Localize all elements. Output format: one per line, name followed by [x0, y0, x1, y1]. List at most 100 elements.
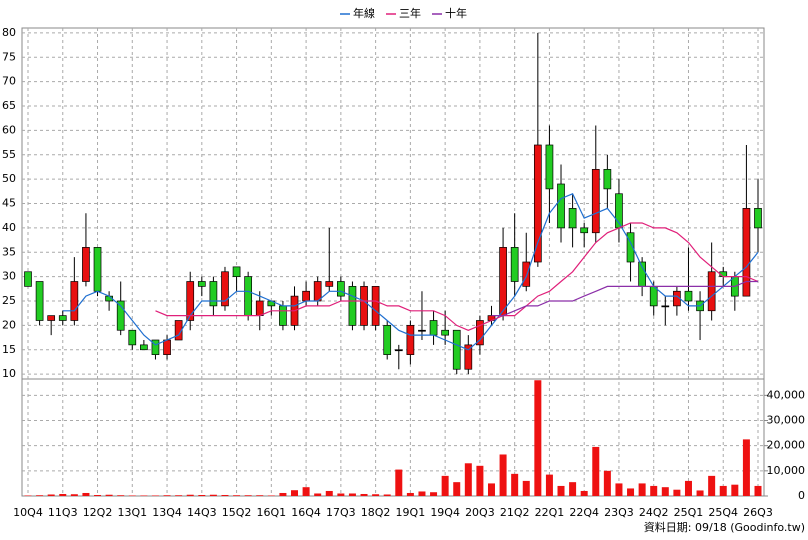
volume-bar: [117, 495, 125, 496]
volume-bar: [592, 446, 600, 496]
candle-body: [591, 169, 600, 234]
y2-tick-label: 40,000: [767, 388, 806, 401]
volume-bar: [337, 493, 345, 496]
volume-bar: [383, 494, 391, 496]
x-tick-label: 25Q4: [708, 506, 738, 519]
candle-body: [557, 183, 565, 229]
volume-bar: [453, 482, 461, 496]
x-tick-label: 25Q1: [674, 506, 704, 519]
y-tick-label: 35: [2, 245, 16, 258]
candle-body: [244, 276, 253, 316]
y-tick-label: 55: [2, 148, 16, 161]
volume-bar: [430, 492, 438, 496]
x-tick-label: 24Q2: [639, 506, 669, 519]
x-tick-label: 22Q1: [535, 506, 565, 519]
volume-bar: [59, 493, 67, 496]
y-tick-label: 65: [2, 99, 16, 112]
candle-body: [522, 261, 531, 287]
volume-bar: [70, 494, 78, 496]
volume-bar: [557, 485, 565, 496]
volume-bar: [325, 490, 333, 496]
candle-body: [302, 290, 310, 302]
volume-bar: [511, 473, 519, 496]
volume-bar: [603, 470, 611, 496]
candle-body: [476, 320, 484, 346]
x-tick-label: 15Q2: [222, 506, 252, 519]
y-tick-label: 45: [2, 197, 16, 210]
volume-bar: [128, 495, 136, 496]
y-tick-label: 15: [2, 343, 16, 356]
candle-body: [313, 281, 322, 302]
volume-bar: [708, 475, 716, 496]
candle-body: [93, 247, 102, 292]
volume-bar: [487, 483, 495, 496]
volume-bar: [580, 490, 588, 496]
ma-line: [62, 193, 759, 351]
x-tick-label: 19Q4: [430, 506, 460, 519]
y2-tick-label: 30,000: [767, 414, 806, 427]
volume-bar: [256, 495, 264, 496]
volume-bar: [673, 489, 681, 496]
legend-label: 年線: [353, 6, 375, 20]
x-tick-label: 16Q1: [257, 506, 287, 519]
candle-body: [24, 271, 32, 287]
volume-bar: [244, 495, 252, 496]
candle-body: [197, 281, 206, 287]
legend-label: 十年: [445, 6, 467, 20]
candle-body: [418, 329, 426, 332]
volume-bar: [163, 495, 171, 496]
volume-bar: [545, 474, 553, 496]
candle-body: [754, 208, 762, 229]
volume-bar: [82, 492, 90, 496]
volume-bar: [615, 483, 623, 496]
candle-body: [406, 325, 415, 355]
volume-bar: [291, 490, 299, 496]
candle-body: [499, 247, 507, 316]
candle-body: [186, 281, 195, 321]
volume-bar: [175, 495, 183, 496]
y2-tick-label: 10,000: [767, 464, 806, 477]
volume-bar: [406, 492, 414, 496]
volume-bar: [209, 494, 217, 496]
volume-bar: [499, 454, 507, 496]
candle-body: [47, 315, 56, 321]
ma-line: [155, 222, 759, 331]
candle-body: [568, 208, 577, 229]
volume-bar: [731, 484, 739, 496]
candle-body: [255, 300, 264, 316]
candle-body: [626, 232, 635, 263]
candle-body: [464, 344, 473, 370]
y-tick-label: 70: [2, 75, 16, 88]
volume-bar: [105, 494, 113, 496]
y2-tick-label: 0: [798, 489, 805, 502]
volume-bar: [464, 463, 472, 496]
candle-body: [151, 339, 160, 355]
candle-body: [116, 300, 125, 331]
y-tick-label: 75: [2, 50, 16, 63]
x-tick-label: 19Q1: [396, 506, 426, 519]
y-tick-label: 10: [2, 367, 16, 380]
x-tick-label: 12Q2: [83, 506, 113, 519]
volume-bar: [684, 480, 692, 496]
volume-bar: [267, 495, 275, 496]
candle-body: [545, 144, 554, 190]
x-tick-label: 16Q4: [291, 506, 321, 519]
x-tick-label: 20Q3: [465, 506, 495, 519]
volume-bar: [661, 487, 669, 496]
volume-bar: [302, 487, 310, 496]
candle-body: [742, 208, 751, 297]
volume-bar: [140, 495, 148, 496]
candle-body: [661, 305, 670, 308]
candle-body: [429, 320, 438, 336]
y-tick-label: 25: [2, 294, 16, 307]
candle-body: [360, 286, 368, 326]
candle-body: [209, 281, 218, 307]
volume-bar: [47, 494, 55, 496]
x-tick-label: 26Q3: [743, 506, 773, 519]
candle-body: [441, 329, 449, 336]
volume-bar: [279, 492, 287, 496]
volume-bar: [221, 494, 229, 496]
candle-body: [35, 281, 44, 321]
x-tick-label: 10Q4: [13, 506, 43, 519]
